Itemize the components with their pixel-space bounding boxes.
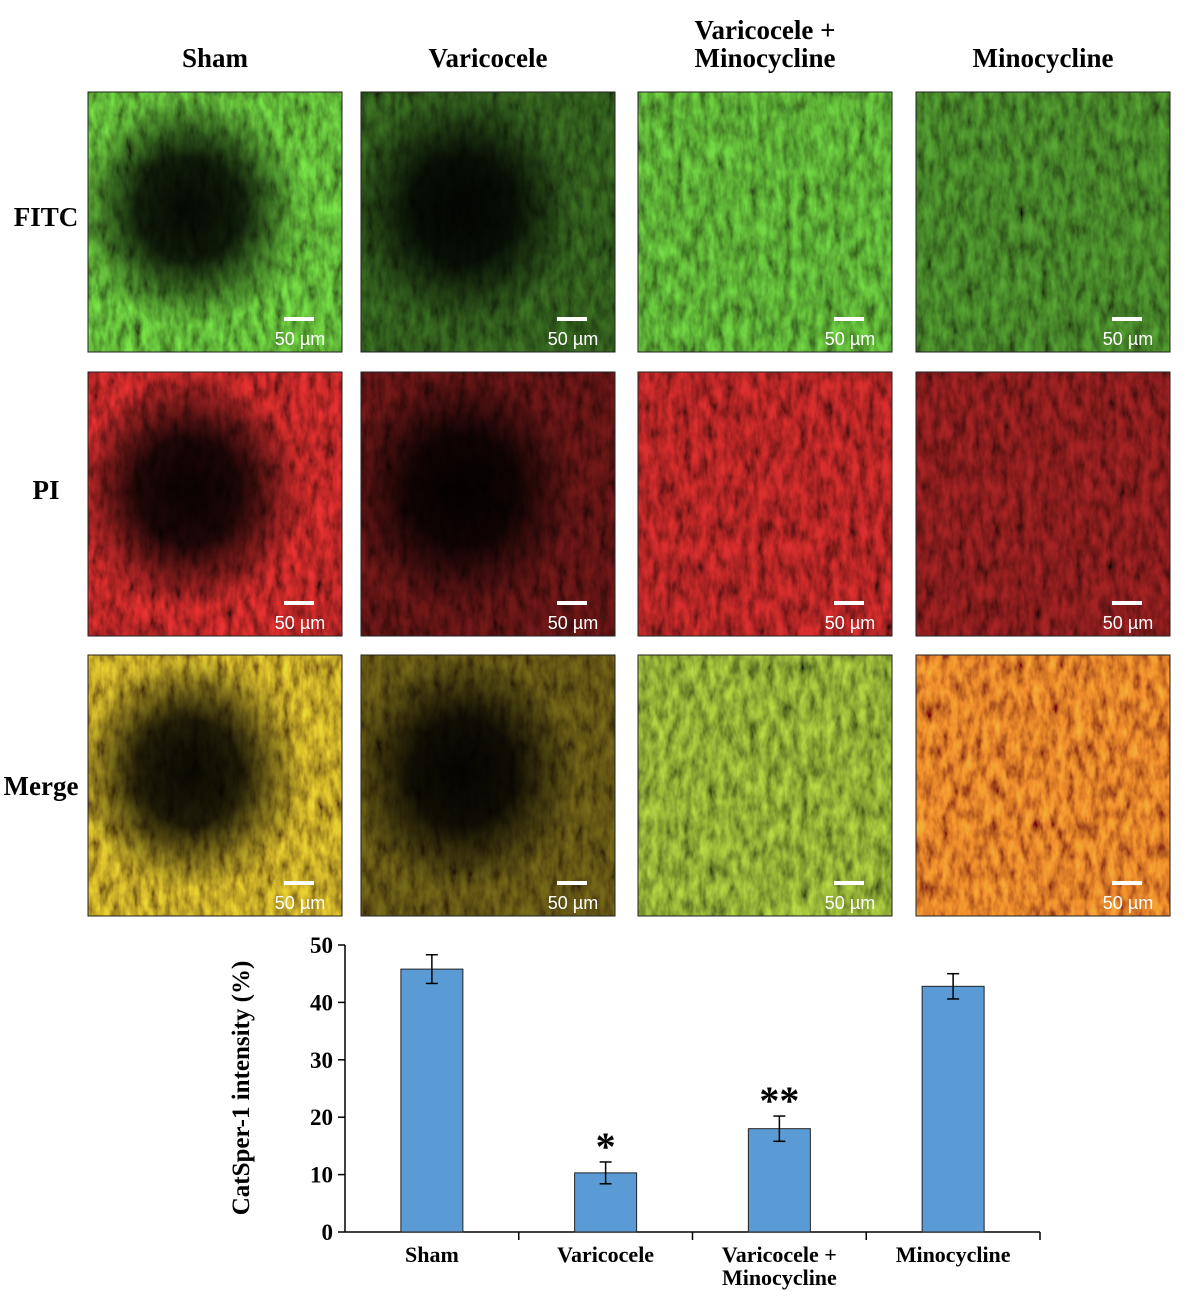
micrograph: 50 µm	[87, 91, 343, 353]
micrograph-lumen	[361, 655, 615, 916]
y-tick-label: 50	[310, 933, 333, 958]
significance-marker: **	[759, 1078, 799, 1123]
micrograph-shade	[916, 372, 1170, 636]
micrograph-shade	[638, 655, 892, 916]
micrograph-shade	[916, 92, 1170, 352]
micrograph: 50 µm	[87, 654, 343, 917]
y-tick-label: 10	[310, 1163, 333, 1188]
scale-bar-label: 50 µm	[825, 613, 875, 633]
scale-bar-label: 50 µm	[1103, 329, 1153, 349]
scale-bar-label: 50 µm	[275, 613, 325, 633]
micrograph: 50 µm	[915, 654, 1171, 917]
scale-bar-label: 50 µm	[548, 329, 598, 349]
micrograph-border	[637, 91, 893, 353]
scale-bar-label: 50 µm	[548, 613, 598, 633]
micrograph: 50 µm	[915, 371, 1171, 637]
micrograph: 50 µm	[637, 91, 893, 353]
micrograph: 50 µm	[637, 371, 893, 637]
significance-marker: *	[596, 1124, 616, 1169]
y-tick-label: 0	[322, 1220, 334, 1245]
micrograph-border	[637, 654, 893, 917]
scale-bar-label: 50 µm	[1103, 613, 1153, 633]
micrograph-border	[915, 371, 1171, 637]
micrograph-image	[638, 655, 892, 916]
column-header: Minocycline	[972, 43, 1114, 73]
scale-bar-label: 50 µm	[825, 329, 875, 349]
micrograph-border	[637, 371, 893, 637]
micrograph-shade	[638, 372, 892, 636]
row-label: FITC	[13, 202, 79, 232]
micrograph-border	[360, 91, 616, 353]
micrograph-lumen	[88, 372, 342, 636]
micrograph-border	[915, 654, 1171, 917]
micrograph-border	[87, 654, 343, 917]
scale-bar-label: 50 µm	[1103, 893, 1153, 913]
micrograph-shade	[916, 655, 1170, 916]
micrograph-lumen	[361, 92, 615, 352]
micrograph: 50 µm	[360, 91, 616, 353]
micrograph-image	[638, 92, 892, 352]
bar	[747, 1128, 811, 1233]
micrograph-lumen	[88, 655, 342, 916]
scale-bar-label: 50 µm	[548, 893, 598, 913]
row-label: PI	[32, 475, 60, 505]
column-header: Varicocele + Minocycline	[694, 15, 836, 74]
x-tick-label: Varicocele + Minocycline	[721, 1242, 837, 1291]
micrograph-border	[87, 371, 343, 637]
micrograph: 50 µm	[87, 371, 343, 637]
y-tick-label: 30	[310, 1048, 333, 1073]
micrograph-lumen	[88, 92, 342, 352]
row-label: Merge	[3, 771, 79, 801]
x-tick-label: Varicocele	[557, 1242, 655, 1267]
micrograph-border	[360, 654, 616, 917]
scale-bar-label: 50 µm	[275, 893, 325, 913]
micrograph: 50 µm	[360, 371, 616, 637]
micrograph: 50 µm	[360, 654, 616, 917]
y-tick-label: 40	[310, 990, 333, 1015]
micrograph-image	[916, 92, 1170, 352]
y-tick-label: 20	[310, 1105, 333, 1130]
column-header: Varicocele	[428, 43, 548, 73]
micrograph-image	[916, 655, 1170, 916]
micrograph-lumen	[361, 372, 615, 636]
x-tick-label: Sham	[404, 1242, 459, 1267]
bar	[400, 968, 464, 1233]
micrograph-border	[915, 91, 1171, 353]
micrograph-image	[916, 372, 1170, 636]
micrograph-border	[360, 371, 616, 637]
column-header: Sham	[181, 43, 249, 73]
micrograph-shade	[638, 92, 892, 352]
micrograph: 50 µm	[637, 654, 893, 917]
bar	[921, 985, 985, 1233]
micrograph-border	[87, 91, 343, 353]
scale-bar-label: 50 µm	[275, 329, 325, 349]
micrograph-image	[638, 372, 892, 636]
micrograph: 50 µm	[915, 91, 1171, 353]
x-tick-label: Minocycline	[895, 1242, 1011, 1267]
y-axis-label: CatSper-1 intensity (%)	[228, 961, 255, 1216]
scale-bar-label: 50 µm	[825, 893, 875, 913]
